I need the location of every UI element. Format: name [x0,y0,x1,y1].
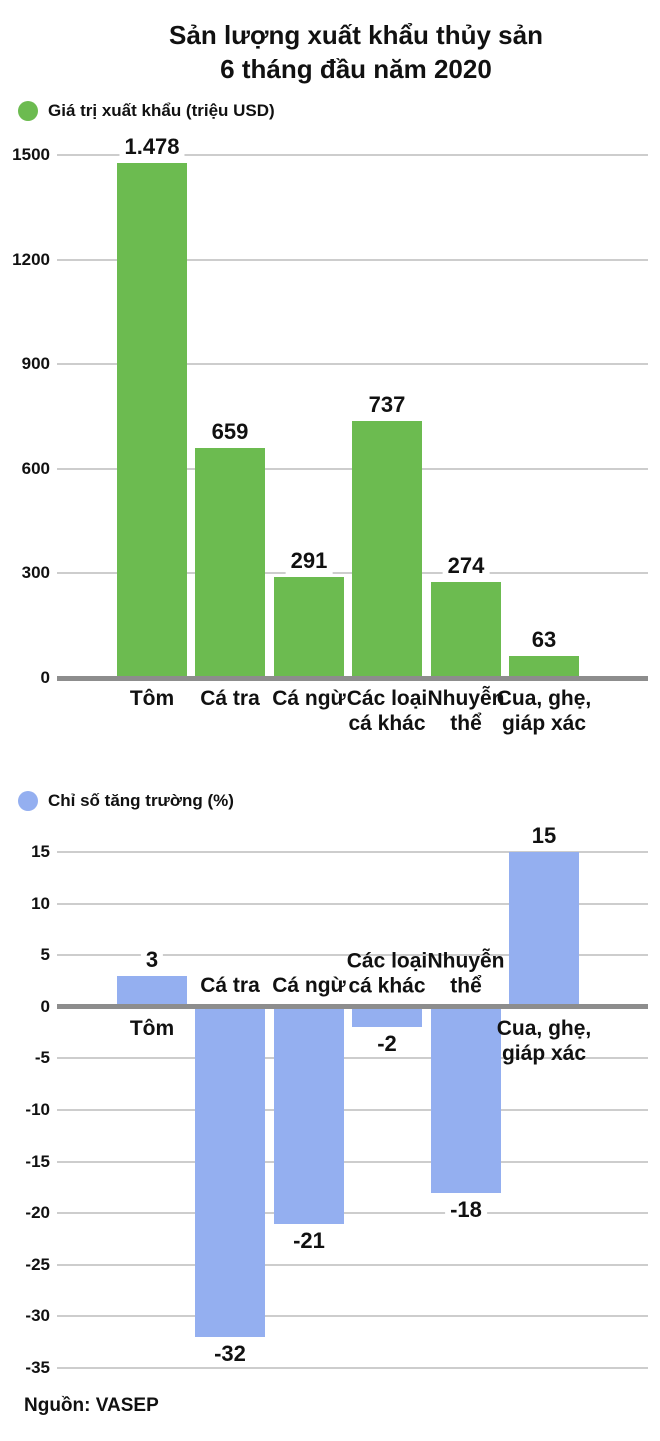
bar [509,656,579,678]
bar-value-label: 291 [285,547,333,574]
y-axis-tick-label: 5 [40,945,50,965]
category-label: Tôm [129,1016,175,1040]
bar [195,1006,265,1338]
bar-value-label: 659 [206,419,254,446]
y-axis-tick-label: -35 [25,1358,50,1377]
category-label: Cua, ghẹ, giáp xác [496,687,592,735]
y-axis-tick-label: -5 [34,1048,50,1068]
growth-index-bar-chart: 15 10 5 0 -5 -10 -15 -20 -25 -30 -35 3 Tôm -32 Cá tra -… [0,823,660,1377]
gridline [57,675,648,681]
category-label: Cá ngừ [272,687,346,710]
bar-value-label: 1.478 [119,133,185,160]
legend-growth-index-label: Chỉ số tăng trường (%) [48,791,234,810]
legend-growth-index: Chỉ số tăng trường (%) [18,791,234,811]
gridline [57,902,648,905]
green-legend-dot-icon [18,101,38,121]
bar [274,1006,344,1224]
export-value-bar-chart: 1500 1200 900 600 300 0 1.478 Tôm 659 Cá tra 291 Cá… [0,133,660,735]
gridline [57,1212,648,1215]
category-label: Cá tra [200,687,260,710]
bar [509,852,579,1007]
gridline [57,363,648,366]
gridline [57,1367,648,1369]
category-label: Nhuyễn thể [427,949,505,998]
category-label: Tôm [129,687,175,710]
y-axis-tick-label: 300 [21,563,50,583]
y-axis-tick-label: 15 [31,842,50,861]
bar-value-label: 737 [363,392,411,419]
gridline [57,1160,648,1163]
category-label: Cá tra [200,974,260,998]
bar [117,162,187,678]
bar-value-label: -32 [209,1341,251,1368]
category-label: Các loại cá khác [346,687,428,735]
bar-value-label: -21 [288,1227,330,1254]
gridline [57,954,648,957]
bar-value-label: 15 [526,823,562,849]
category-label: Cua, ghẹ, giáp xác [496,1016,592,1065]
y-axis-tick-label: -15 [25,1151,50,1171]
y-axis-tick-label: 900 [21,354,50,374]
gridline [57,851,648,853]
bar-value-label: 63 [526,627,562,654]
y-axis-tick-label: -10 [25,1100,50,1119]
legend-export-value-label: Giá trị xuất khẩu (triệu USD) [48,101,275,120]
gridline [57,258,648,261]
y-axis-tick-label: 0 [40,996,50,1016]
page-title: Sản lượng xuất khẩu thủy sản 6 tháng đầu… [26,18,660,87]
bar-value-label: -2 [372,1031,402,1058]
bar-value-label: -18 [445,1196,487,1223]
y-axis-tick-label: 1500 [12,145,50,164]
bar [274,576,344,678]
y-axis-tick-label: 0 [40,668,50,687]
source-credit: Nguồn: VASEP [24,1395,159,1416]
bar [117,975,187,1007]
y-axis-tick-label: -20 [25,1203,50,1223]
bar-value-label: 3 [140,946,164,973]
page-title-line1: Sản lượng xuất khẩu thủy sản [169,20,543,50]
bar [431,582,501,678]
bar [431,1006,501,1193]
category-label: Nhuyễn thể [427,687,505,735]
bar-value-label: 274 [442,553,490,580]
bar [195,448,265,678]
y-axis-tick-label: -25 [25,1254,50,1274]
gridline [57,1109,648,1111]
gridline [57,1004,648,1010]
blue-legend-dot-icon [18,791,38,811]
page-title-line2: 6 tháng đầu năm 2020 [220,54,492,85]
gridline [57,1263,648,1266]
gridline [57,154,648,156]
y-axis-tick-label: 600 [21,458,50,478]
legend-export-value: Giá trị xuất khẩu (triệu USD) [18,101,275,121]
category-label: Các loại cá khác [346,949,428,998]
bar [352,421,422,678]
gridline [57,1315,648,1318]
category-label: Cá ngừ [272,974,346,998]
gridline [57,1057,648,1060]
y-axis-tick-label: 10 [31,893,50,913]
y-axis-tick-label: 1200 [12,249,50,269]
bar [352,1006,422,1028]
y-axis-tick-label: -30 [25,1306,50,1326]
